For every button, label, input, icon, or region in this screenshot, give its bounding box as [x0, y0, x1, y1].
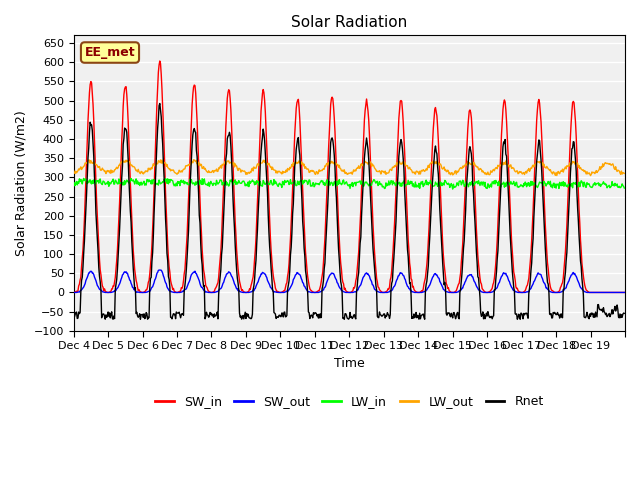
Rnet — [70, 314, 77, 320]
SW_out — [156, 267, 164, 273]
Line: LW_out: LW_out — [74, 160, 624, 176]
LW_in — [135, 180, 143, 185]
LW_out — [264, 162, 271, 168]
LW_out — [189, 157, 197, 163]
LW_out — [70, 168, 77, 173]
Rnet — [340, 316, 348, 322]
X-axis label: Time: Time — [334, 357, 365, 370]
Line: LW_in: LW_in — [74, 179, 624, 189]
SW_out — [620, 289, 628, 295]
SW_in — [134, 288, 142, 294]
Rnet — [438, 247, 446, 253]
LW_in — [264, 179, 271, 184]
SW_in — [406, 265, 414, 271]
LW_in — [80, 176, 88, 181]
SW_out — [437, 281, 445, 287]
LW_in — [284, 179, 292, 184]
SW_out — [236, 289, 244, 295]
SW_in — [264, 161, 271, 167]
LW_in — [437, 180, 445, 186]
SW_out — [134, 289, 142, 295]
SW_out — [264, 277, 271, 283]
Title: Solar Radiation: Solar Radiation — [291, 15, 408, 30]
LW_in — [620, 185, 628, 191]
SW_out — [70, 289, 77, 295]
LW_out — [236, 167, 244, 172]
Rnet — [236, 314, 244, 320]
SW_out — [284, 288, 292, 294]
Rnet — [284, 283, 292, 288]
SW_in — [156, 58, 164, 64]
SW_in — [284, 269, 292, 275]
Line: SW_in: SW_in — [74, 61, 624, 292]
Legend: SW_in, SW_out, LW_in, LW_out, Rnet: SW_in, SW_out, LW_in, LW_out, Rnet — [150, 390, 548, 413]
LW_in — [406, 179, 414, 184]
LW_out — [620, 170, 628, 176]
LW_out — [284, 167, 292, 172]
Y-axis label: Solar Radiation (W/m2): Solar Radiation (W/m2) — [15, 110, 28, 256]
LW_in — [236, 180, 244, 186]
LW_out — [437, 163, 445, 168]
SW_in — [620, 289, 628, 295]
LW_out — [406, 167, 414, 172]
Rnet — [264, 190, 271, 196]
Rnet — [407, 292, 415, 298]
LW_in — [70, 183, 77, 189]
SW_in — [70, 289, 77, 295]
SW_in — [437, 207, 445, 213]
LW_out — [134, 167, 142, 172]
Line: SW_out: SW_out — [74, 270, 624, 292]
SW_out — [406, 288, 414, 293]
Line: Rnet: Rnet — [74, 104, 624, 319]
Text: EE_met: EE_met — [84, 46, 135, 59]
SW_in — [236, 282, 244, 288]
LW_in — [449, 186, 456, 192]
LW_out — [587, 173, 595, 179]
Rnet — [156, 101, 164, 107]
Rnet — [620, 311, 628, 316]
Rnet — [134, 314, 142, 320]
